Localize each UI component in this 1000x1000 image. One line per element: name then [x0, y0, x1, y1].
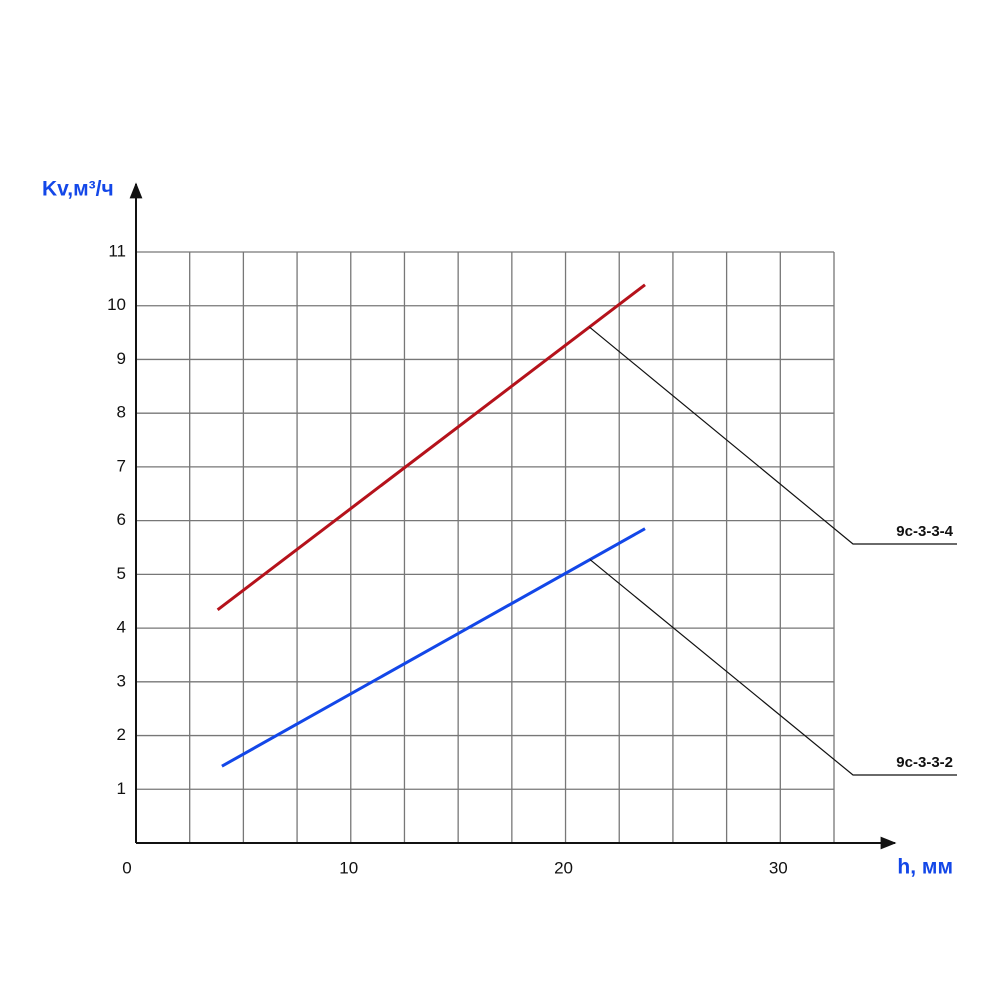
x-tick-label: 20 — [554, 858, 573, 877]
y-tick-label: 2 — [117, 725, 126, 744]
x-tick-label: 30 — [769, 858, 788, 877]
x-axis-label: h, мм — [897, 856, 953, 879]
x-tick-label: 0 — [122, 858, 131, 877]
y-tick-label: 4 — [117, 618, 126, 637]
y-tick-label: 6 — [117, 510, 126, 529]
leader-line — [589, 559, 957, 776]
y-tick-label: 1 — [117, 779, 126, 798]
series-label: 9с-3-3-2 — [896, 754, 953, 771]
x-tick-label: 10 — [339, 858, 358, 877]
data-line — [216, 283, 646, 612]
y-tick-label: 11 — [108, 241, 126, 260]
y-tick-label: 3 — [117, 671, 126, 690]
y-tick-label: 7 — [117, 456, 126, 475]
y-tick-label: 9 — [117, 349, 126, 368]
leader-line — [589, 326, 957, 545]
series-label: 9с-3-3-4 — [896, 523, 953, 540]
y-tick-label: 10 — [107, 295, 126, 314]
y-tick-label: 5 — [117, 564, 126, 583]
y-tick-label: 8 — [117, 403, 126, 422]
data-line — [221, 527, 646, 768]
y-axis-label: Kv,м³/ч — [42, 178, 114, 201]
